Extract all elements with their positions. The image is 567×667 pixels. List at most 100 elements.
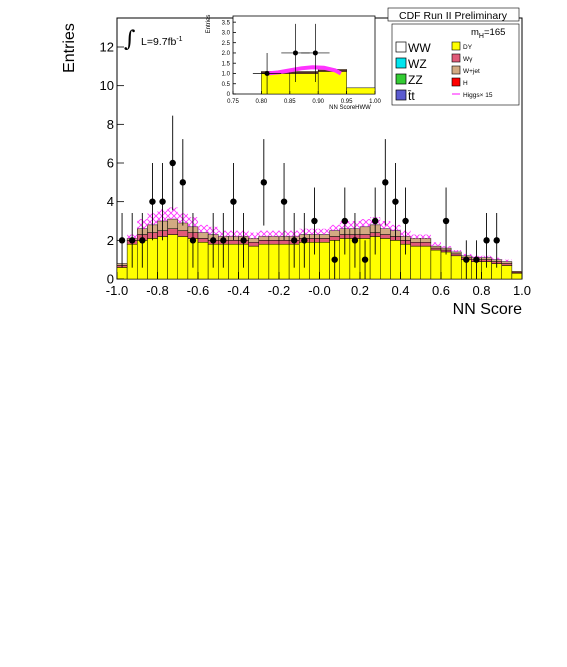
- x-tick-label: 1.00: [369, 99, 381, 105]
- higgs-band-bin: [198, 224, 209, 233]
- legend-label: ZZ: [408, 73, 423, 87]
- bar-wjet: [268, 236, 280, 241]
- higgs-band-bin: [329, 224, 340, 231]
- bar-dy: [289, 73, 319, 95]
- legend-label: DY: [463, 44, 473, 51]
- bar-dy: [177, 236, 189, 280]
- bar-dy: [380, 238, 391, 280]
- inset-data-points: [252, 23, 330, 94]
- inset-y-axis-title: Entries: [206, 15, 212, 34]
- bar-wjet: [197, 232, 209, 239]
- legend-label: W+jet: [463, 68, 480, 75]
- legend-swatch: [451, 53, 461, 63]
- main-data-points: [118, 115, 500, 279]
- data-point: [312, 50, 318, 56]
- y-tick-label: 2: [107, 233, 114, 248]
- bar-w: [197, 238, 209, 243]
- bar-w: [278, 240, 290, 245]
- bar-w: [248, 242, 259, 247]
- data-point: [189, 237, 197, 244]
- y-tick-label: 12: [100, 40, 114, 55]
- x-tick-label: 0.8: [472, 283, 490, 298]
- x-tick-label: 1.0: [513, 283, 531, 298]
- bar-wjet: [501, 261, 513, 264]
- bar-dy: [258, 243, 270, 280]
- legend-left-column: WW WZ ZZ t̄t: [395, 41, 431, 103]
- higgs-band-bin: [501, 259, 512, 262]
- main-stack-group: [116, 218, 523, 280]
- bar-wjet: [167, 218, 178, 229]
- bar-dy: [410, 245, 421, 280]
- higgs-band-bin: [268, 230, 279, 237]
- legend-swatch: [395, 73, 407, 85]
- data-point: [292, 50, 298, 56]
- bar-dy: [261, 73, 291, 95]
- bar-dy: [511, 272, 523, 280]
- bar-w: [268, 240, 280, 245]
- bar-dy: [430, 249, 442, 280]
- data-point: [260, 179, 268, 186]
- y-tick-label: 0.5: [222, 82, 231, 88]
- data-point: [392, 198, 399, 205]
- data-point: [149, 198, 156, 205]
- bar-wjet: [359, 226, 371, 235]
- bar-wjet: [430, 245, 442, 249]
- bar-w: [420, 242, 432, 247]
- legend-label: Higgs× 15: [463, 92, 493, 99]
- bar-dy: [157, 236, 168, 280]
- x-tick-label: 0.90: [312, 99, 324, 105]
- higgs-band-bin: [451, 250, 462, 252]
- x-tick-label: -0.4: [227, 283, 249, 298]
- data-point: [442, 217, 450, 225]
- inset-signal-curve: [266, 65, 342, 76]
- data-point: [179, 179, 187, 186]
- bar-wjet: [258, 236, 270, 241]
- legend-box: [391, 23, 520, 106]
- inset-x-axis: 0.75 0.80 0.85 0.90 0.95 1.00: [227, 91, 381, 105]
- higgs-band-bin: [248, 232, 259, 239]
- x-tick-label: 0.95: [341, 99, 353, 105]
- higgs-band-bin: [360, 219, 371, 227]
- data-point: [361, 256, 369, 263]
- mass-label: mH=165: [471, 27, 505, 40]
- data-point: [128, 237, 136, 244]
- bar-dy: [278, 243, 290, 280]
- y-tick-label: 3.5: [222, 20, 231, 26]
- x-tick-label: -0.6: [187, 283, 209, 298]
- legend-label: Wγ: [463, 56, 473, 63]
- legend-swatch: [451, 65, 461, 75]
- x-tick-label: 0.80: [256, 99, 268, 105]
- data-point: [301, 237, 308, 244]
- bar-dy: [501, 265, 513, 280]
- higgs-band-bin: [410, 234, 421, 239]
- data-point: [139, 237, 146, 244]
- bar-wjet: [319, 234, 330, 239]
- bar-dy: [346, 87, 376, 95]
- bar-dy: [116, 267, 128, 280]
- x-tick-label: 0.6: [432, 283, 450, 298]
- main-y-axis-title: Entries: [61, 23, 78, 73]
- data-point: [382, 179, 389, 186]
- y-tick-label: 1.5: [222, 61, 231, 67]
- data-point: [341, 217, 349, 225]
- main-x-axis-title: NN Score: [453, 301, 522, 318]
- bar-w: [501, 263, 513, 266]
- bar-dy: [228, 243, 239, 280]
- bar-w: [450, 253, 462, 257]
- higgs-band-bin: [319, 228, 330, 235]
- luminosity-label: L=9.7fb-1: [141, 36, 183, 48]
- bar-w: [177, 230, 189, 237]
- bar-w: [430, 247, 442, 251]
- x-tick-label: -1.0: [106, 283, 128, 298]
- bar-w: [228, 240, 239, 245]
- bar-dy: [440, 251, 452, 280]
- bar-wjet: [248, 238, 259, 243]
- data-point: [371, 217, 379, 225]
- legend-label: WZ: [408, 57, 427, 71]
- bar-w: [258, 240, 270, 245]
- x-tick-label: 0.75: [227, 99, 239, 105]
- bar-dy: [248, 245, 259, 280]
- data-point: [159, 198, 166, 205]
- legend-label: t̄t: [408, 89, 416, 103]
- y-tick-label: 2.5: [222, 41, 231, 47]
